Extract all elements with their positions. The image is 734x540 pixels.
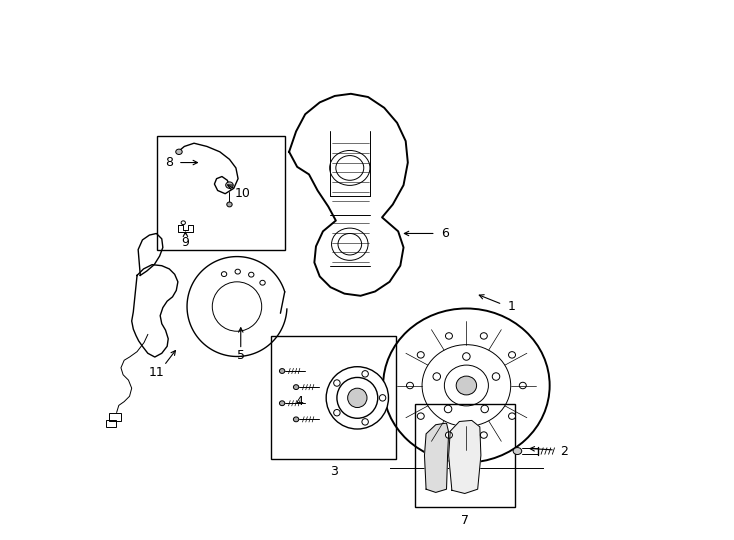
Bar [106,421,115,427]
Circle shape [337,377,378,418]
Circle shape [433,373,440,380]
Ellipse shape [280,369,285,374]
Text: 11: 11 [148,366,164,379]
Text: 8: 8 [165,156,173,169]
Ellipse shape [226,182,233,188]
Ellipse shape [407,382,413,389]
Ellipse shape [175,149,182,154]
Bar [158,136,286,249]
Polygon shape [448,421,481,494]
Ellipse shape [249,272,254,277]
Ellipse shape [181,221,186,225]
Ellipse shape [235,269,241,274]
Polygon shape [289,94,408,296]
Ellipse shape [509,352,515,358]
Ellipse shape [222,272,227,276]
Ellipse shape [446,333,452,339]
Ellipse shape [330,151,370,185]
Ellipse shape [513,448,522,455]
Circle shape [326,367,388,429]
Polygon shape [424,423,448,492]
Circle shape [362,418,368,425]
Text: 3: 3 [330,465,338,478]
Ellipse shape [227,202,232,207]
Text: 7: 7 [461,515,469,528]
Ellipse shape [446,432,452,438]
Ellipse shape [294,384,299,389]
Ellipse shape [444,365,488,406]
Ellipse shape [456,376,476,395]
Ellipse shape [509,413,515,420]
Circle shape [334,409,340,416]
Circle shape [362,370,368,377]
Circle shape [348,388,367,408]
Text: 6: 6 [441,227,449,240]
Ellipse shape [480,333,487,339]
Ellipse shape [383,308,550,463]
Circle shape [212,282,262,331]
Circle shape [334,380,340,386]
Ellipse shape [422,345,511,427]
Ellipse shape [332,228,368,260]
Ellipse shape [519,382,526,389]
Text: 2: 2 [560,445,567,458]
Bar [415,404,515,508]
Ellipse shape [336,156,364,180]
Text: 1: 1 [508,300,516,313]
Ellipse shape [480,432,487,438]
Circle shape [379,395,386,401]
Text: 10: 10 [234,187,250,200]
Ellipse shape [280,401,285,406]
Ellipse shape [260,280,265,285]
Circle shape [444,405,452,413]
Text: 5: 5 [237,349,244,362]
Ellipse shape [417,352,424,358]
Ellipse shape [294,417,299,422]
Circle shape [481,405,488,413]
Ellipse shape [417,413,424,420]
Circle shape [493,373,500,380]
Ellipse shape [338,233,362,255]
Bar [109,414,121,422]
Bar [272,335,396,459]
Text: 4: 4 [295,395,303,408]
Circle shape [462,353,470,360]
Text: 9: 9 [181,235,189,248]
